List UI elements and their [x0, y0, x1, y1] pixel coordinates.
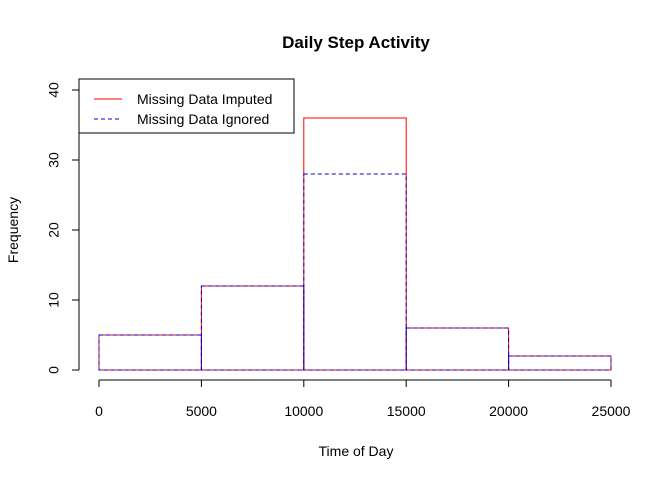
legend-label-2: Missing Data Ignored: [137, 111, 269, 127]
bar-series1-bin2: [200, 285, 305, 371]
bar-series2-bin3: [303, 173, 407, 371]
bar-series2-bin2: [200, 285, 305, 371]
bar-series2-bin1: [98, 334, 202, 371]
bar-series1-bin3: [303, 117, 407, 371]
y-tick-label-5: 40: [46, 82, 62, 98]
x-tick-label-3: 10000: [284, 403, 323, 419]
y-tick-label-4: 30: [46, 152, 62, 168]
y-axis-label: Frequency: [5, 197, 21, 263]
y-tick-label-3: 20: [46, 222, 62, 238]
x-axis-label: Time of Day: [319, 443, 394, 459]
x-tick-label-5: 20000: [489, 403, 528, 419]
bars-group: [98, 117, 612, 371]
x-tick-label-4: 15000: [387, 403, 426, 419]
chart-title: Daily Step Activity: [282, 33, 430, 52]
y-tick-label-2: 10: [46, 292, 62, 308]
x-tick-label-1: 0: [95, 403, 103, 419]
legend: Missing Data Imputed Missing Data Ignored: [78, 78, 295, 134]
y-axis: 0 10 20 30 40: [46, 82, 80, 374]
x-tick-label-6: 25000: [592, 403, 631, 419]
x-tick-label-2: 5000: [186, 403, 217, 419]
y-tick-label-1: 0: [46, 366, 62, 374]
bar-series1-bin1: [98, 334, 202, 371]
legend-label-1: Missing Data Imputed: [137, 91, 272, 107]
bar-series2-bin5: [508, 355, 612, 371]
bar-series2-bin4: [405, 327, 510, 371]
bar-series1-bin4: [405, 327, 510, 371]
bar-series1-bin5: [508, 355, 612, 371]
legend-box: [78, 78, 295, 134]
x-axis: 0 5000 10000 15000 20000 25000: [95, 379, 631, 419]
